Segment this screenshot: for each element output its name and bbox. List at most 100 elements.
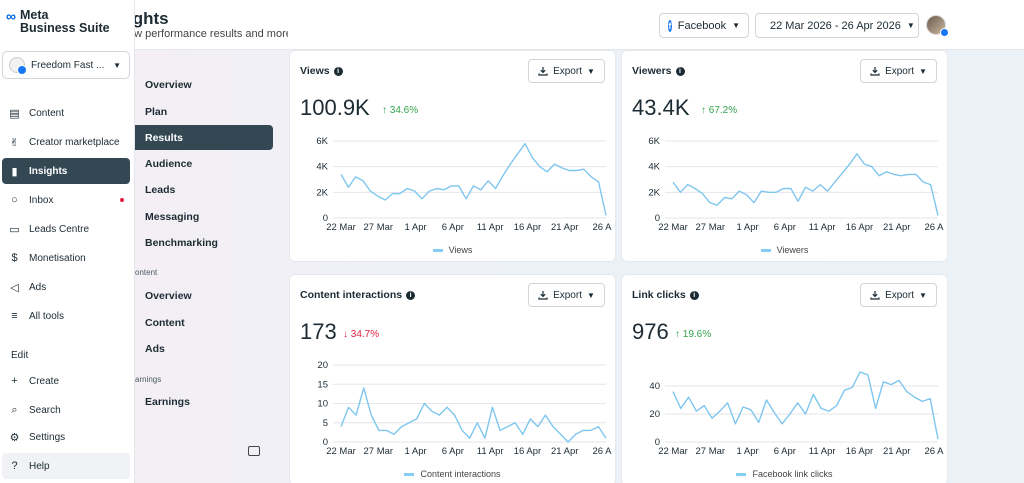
line-chart: 0 2K 4K 6K 22 Mar 27 Mar 1 Apr 6 Apr 11 Apr 16 Ap… bbox=[648, 136, 945, 233]
line-chart: 0 2K 4K 6K 22 Mar 27 Mar 1 Apr 6 Apr 11 Apr 16 Ap… bbox=[316, 136, 613, 233]
chevron-down-icon: ▼ bbox=[918, 66, 927, 76]
legend-swatch bbox=[760, 248, 771, 252]
handshake-icon: ✌ bbox=[9, 136, 20, 149]
metric-change-value: 67.2% bbox=[708, 105, 738, 116]
x-tick-label: 21 Apr bbox=[551, 222, 578, 233]
info-icon[interactable]: i bbox=[689, 290, 699, 300]
info-icon[interactable]: i bbox=[406, 290, 416, 300]
y-tick-label: 0 bbox=[655, 213, 660, 224]
info-icon[interactable]: i bbox=[333, 66, 343, 76]
main-sidebar: ∞ Meta Business Suite Freedom Fast ... ▼… bbox=[0, 0, 135, 483]
series-line[interactable] bbox=[340, 387, 607, 443]
account-switcher[interactable]: Freedom Fast ... ▼ bbox=[2, 51, 130, 79]
subnav-content-overview[interactable]: Overview bbox=[145, 289, 192, 302]
account-name: Freedom Fast ... bbox=[31, 59, 105, 71]
y-tick-label: 20 bbox=[317, 360, 328, 371]
account-avatar bbox=[9, 57, 27, 75]
chevron-down-icon: ▼ bbox=[113, 60, 121, 70]
sidebar-item-insights[interactable]: ▮ Insights bbox=[2, 158, 130, 184]
legend-label: Facebook link clicks bbox=[752, 469, 833, 479]
sidebar-item-label: Content bbox=[29, 107, 65, 119]
export-button[interactable]: Export ▼ bbox=[528, 283, 605, 307]
legend-swatch bbox=[404, 472, 415, 476]
info-icon[interactable]: i bbox=[675, 66, 685, 76]
sidebar-item-search[interactable]: ⌕ Search bbox=[2, 397, 130, 423]
sidebar-item-label: Settings bbox=[29, 431, 66, 443]
metric-change: ↓ 34.7% bbox=[343, 329, 379, 340]
chevron-down-icon: ▼ bbox=[918, 290, 927, 300]
subnav-section-content: ontent bbox=[135, 268, 158, 277]
sidebar-item-inbox[interactable]: ○ Inbox bbox=[2, 187, 130, 213]
sidebar-item-creator-marketplace[interactable]: ✌ Creator marketplace bbox=[2, 129, 130, 155]
legend-swatch bbox=[736, 472, 747, 476]
x-tick-label: 26 A bbox=[593, 222, 613, 233]
x-tick-label: 26 A bbox=[925, 446, 945, 457]
download-icon bbox=[538, 67, 548, 76]
card-title-text: Views bbox=[300, 65, 330, 77]
sidebar-item-content[interactable]: ▤ Content bbox=[2, 100, 130, 126]
sidebar-item-help[interactable]: ? Help bbox=[2, 453, 130, 479]
y-tick-label: 6K bbox=[648, 136, 660, 147]
notification-dot bbox=[120, 198, 124, 202]
meta-logo[interactable]: ∞ Meta Business Suite bbox=[6, 9, 110, 35]
export-button[interactable]: Export ▼ bbox=[860, 283, 937, 307]
subnav-plan[interactable]: Plan bbox=[145, 105, 168, 118]
chat-icon: ○ bbox=[11, 194, 18, 206]
card-title-text: Content interactions bbox=[300, 289, 403, 301]
x-tick-label: 21 Apr bbox=[551, 446, 578, 457]
sidebar-item-label: Inbox bbox=[29, 194, 54, 206]
subnav-messaging[interactable]: Messaging bbox=[145, 210, 200, 223]
subnav-leads[interactable]: Leads bbox=[145, 183, 176, 196]
subnav-benchmarking[interactable]: Benchmarking bbox=[145, 236, 218, 249]
x-tick-label: 22 Mar bbox=[658, 446, 688, 457]
legend-label: Views bbox=[448, 245, 473, 255]
subnav-content-content[interactable]: Content bbox=[145, 316, 185, 329]
series-line[interactable] bbox=[340, 142, 607, 216]
x-tick-label: 11 Apr bbox=[809, 222, 836, 233]
y-tick-label: 2K bbox=[316, 187, 328, 198]
export-button[interactable]: Export ▼ bbox=[528, 59, 605, 83]
chevron-down-icon: ▼ bbox=[906, 21, 915, 30]
chart-legend: Content interactions bbox=[290, 469, 615, 479]
sidebar-item-create[interactable]: + Create bbox=[2, 368, 130, 394]
metric-total: 100.9K bbox=[300, 95, 370, 120]
insights-subnav: Overview Plan Results Audience Leads Mes… bbox=[135, 50, 285, 483]
sidebar-item-ads[interactable]: ◁ Ads bbox=[2, 274, 130, 300]
sidebar-edit-link[interactable]: Edit bbox=[11, 350, 29, 361]
arrow-down-icon: ↓ bbox=[343, 329, 351, 340]
legend-swatch bbox=[432, 248, 443, 252]
subnav-results[interactable]: Results bbox=[135, 125, 273, 150]
x-tick-label: 6 Apr bbox=[774, 446, 796, 457]
metric-change-value: 34.7% bbox=[350, 329, 380, 340]
platform-selector[interactable]: f Facebook ▼ bbox=[659, 13, 749, 38]
sidebar-item-settings[interactable]: ⚙ Settings bbox=[2, 424, 130, 450]
download-icon bbox=[870, 291, 880, 300]
sidebar-item-label: Creator marketplace bbox=[29, 136, 120, 148]
export-button[interactable]: Export ▼ bbox=[860, 59, 937, 83]
subnav-overview[interactable]: Overview bbox=[145, 78, 192, 91]
subnav-earnings[interactable]: Earnings bbox=[145, 395, 190, 408]
meta-infinity-icon: ∞ bbox=[6, 8, 16, 24]
x-tick-label: 16 Apr bbox=[846, 446, 873, 457]
date-range-picker[interactable]: 22 Mar 2026 - 26 Apr 2026 ▼ bbox=[755, 13, 919, 38]
sidebar-item-leads-centre[interactable]: ▭ Leads Centre bbox=[2, 216, 130, 242]
series-line[interactable] bbox=[672, 153, 939, 216]
x-tick-label: 6 Apr bbox=[774, 222, 796, 233]
subnav-audience[interactable]: Audience bbox=[145, 157, 193, 170]
x-tick-label: 26 A bbox=[925, 222, 945, 233]
series-line[interactable] bbox=[672, 371, 939, 440]
chart-legend: Viewers bbox=[622, 245, 947, 255]
sidebar-item-label: Insights bbox=[29, 165, 68, 177]
subnav-content-ads[interactable]: Ads bbox=[145, 342, 165, 355]
y-tick-label: 6K bbox=[316, 136, 328, 147]
sidebar-item-all-tools[interactable]: ≡ All tools bbox=[2, 303, 130, 329]
link-clicks-card: Link clicks i Export ▼ 976 ↑ 19.6% 0 20 40 22 Mar… bbox=[621, 274, 948, 483]
question-icon: ? bbox=[11, 460, 18, 472]
y-tick-label: 20 bbox=[649, 409, 660, 420]
collapse-panel-icon[interactable] bbox=[248, 446, 260, 456]
sidebar-item-monetisation[interactable]: $ Monetisation bbox=[2, 245, 130, 271]
card-title: Content interactions i bbox=[300, 289, 416, 301]
logo-line-2: Business Suite bbox=[19, 21, 110, 35]
card-title: Link clicks i bbox=[632, 289, 699, 301]
legend-label: Viewers bbox=[776, 245, 809, 255]
